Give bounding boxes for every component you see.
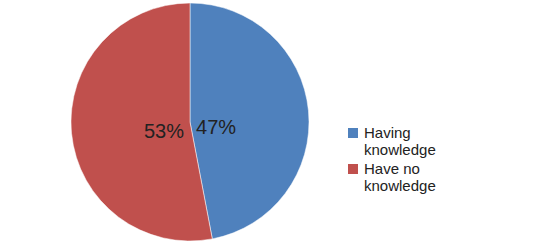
data-label: 53%: [144, 120, 184, 142]
legend-label: Have no knowledge: [364, 160, 464, 194]
data-label: 47%: [196, 116, 236, 138]
pie-slice: [71, 3, 212, 241]
slices: [71, 3, 309, 241]
legend-swatch: [348, 164, 358, 174]
data-labels: 47% 53%: [144, 116, 236, 143]
chart-svg: 47% 53%: [0, 0, 560, 244]
legend-swatch: [348, 128, 358, 138]
legend-item: Have no knowledge: [348, 160, 464, 194]
legend-item: Having knowledge: [348, 124, 464, 158]
chart-root: 47% 53% Having knowledgeHave no knowledge: [0, 0, 560, 244]
legend-label: Having knowledge: [364, 124, 464, 158]
pie-slice: [190, 3, 309, 239]
